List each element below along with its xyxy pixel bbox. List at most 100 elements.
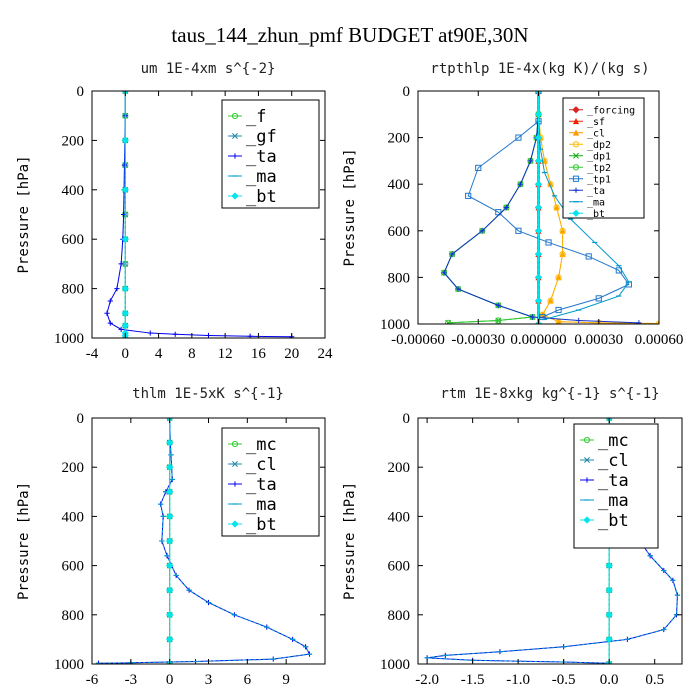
x-tick-label: 6 (244, 672, 252, 688)
legend-item: _bt (569, 209, 605, 220)
chart-um: um 1E-4xm s^{-2} -4 0 4 8 12 16 20 24 0 200 400 600 8… (16, 61, 333, 362)
data-point (166, 611, 174, 619)
data-point (121, 322, 129, 330)
data-point (605, 611, 613, 619)
legend-label: _ta (246, 475, 277, 495)
x-tick-label: 0.000000 (510, 332, 566, 348)
legend-box (221, 99, 320, 209)
x-tick-label: 0.00060 (635, 332, 684, 348)
y-tick-label: 800 (62, 282, 85, 298)
y-tick-label: 0 (403, 84, 411, 100)
figure-title: taus_144_zhun_pmf BUDGET at90E,30N (171, 23, 528, 47)
legend-item: _ta (228, 147, 277, 167)
data-point (559, 227, 566, 234)
legend-label: _f (246, 107, 266, 127)
data-point (605, 586, 613, 594)
legend-marker (572, 117, 580, 125)
data-point (475, 164, 482, 171)
data-point (118, 326, 124, 332)
data-point (534, 110, 543, 118)
legend-item: _ta (569, 186, 605, 197)
y-tick-label: 600 (62, 559, 85, 575)
legend-item: _dp1 (569, 151, 611, 162)
data-point (121, 162, 128, 168)
legend-label: _bt (587, 209, 605, 220)
data-point (121, 235, 129, 243)
x-tick-label: -2.0 (415, 672, 439, 688)
legend-label: _mc (246, 435, 277, 455)
data-point (118, 261, 124, 267)
data-point (559, 251, 566, 258)
chart-panels: um 1E-4xm s^{-2}-4 0 4 8 12 16 20 2402004006008… (16, 61, 683, 688)
y-axis-label: Pressure [hPa] (16, 155, 32, 273)
data-point (534, 203, 543, 212)
chart-title: thlm 1E-5xK s^{-1} (132, 386, 284, 402)
y-tick-label: 200 (388, 131, 411, 147)
legend-label: _cl (587, 128, 605, 139)
data-point (166, 463, 174, 471)
legend-label: _cl (246, 455, 277, 475)
legend-marker (584, 457, 590, 463)
legend-item: _tp1 (569, 174, 611, 185)
chart-rtpthlp: rtpthlp 1E-4x(kg K)/(kg s) -0.00060 -0.000… (342, 61, 683, 348)
x-tick-label: -0.00060 (391, 332, 445, 348)
legend-item: _ma (228, 167, 277, 187)
data-point (605, 561, 613, 570)
x-tick-label: 0.00030 (574, 332, 623, 348)
legend-marker (231, 112, 239, 120)
y-axis-label: Pressure [hPa] (342, 482, 358, 600)
legend-box (573, 423, 659, 549)
y-tick-label: 1000 (54, 331, 84, 347)
legend-item: _tp2 (569, 163, 611, 174)
data-point (529, 314, 536, 320)
data-point (534, 133, 543, 142)
data-point (121, 309, 129, 317)
data-point (517, 181, 524, 187)
data-point (534, 273, 543, 282)
data-point (455, 286, 461, 292)
data-point (166, 488, 174, 496)
legend-label: _dp1 (587, 151, 611, 162)
x-tick-label: -1.5 (461, 672, 485, 688)
series-line (443, 91, 639, 324)
data-point (445, 319, 452, 324)
legend-item: _cl (569, 128, 605, 139)
data-point (121, 186, 129, 194)
legend-marker (584, 477, 590, 483)
y-tick-label: 400 (388, 177, 411, 193)
legend-marker (583, 436, 591, 444)
legend-label: _sf (587, 117, 605, 128)
legend-label: _bt (246, 187, 277, 207)
y-tick-label: 600 (388, 224, 411, 240)
series-line (538, 91, 659, 324)
legend-marker (573, 152, 579, 159)
legend-item: _forcing (569, 105, 635, 116)
y-tick-label: 400 (62, 509, 85, 525)
legend: _mc_cl_ta_ma_bt (221, 427, 320, 537)
data-point (166, 438, 174, 447)
series-bt-thlm (166, 418, 174, 664)
x-tick-label: 4 (155, 346, 163, 362)
legend-label: _ta (587, 186, 605, 197)
x-tick-label: -0.5 (552, 672, 576, 688)
data-point (636, 320, 642, 324)
legend-item: _cl (580, 451, 629, 471)
legend: _f_gf_ta_ma_bt (221, 99, 320, 209)
y-tick-label: 200 (62, 133, 85, 149)
x-tick-label: -4 (86, 346, 99, 362)
legend-label: _gf (246, 127, 277, 147)
x-tick-label: 0.0 (600, 672, 619, 688)
legend-label: _tp2 (587, 163, 611, 174)
legend-label: _ma (246, 167, 277, 187)
legend-item: _dp2 (569, 140, 611, 151)
y-tick-label: 200 (62, 460, 85, 476)
legend-label: _ta (598, 471, 629, 491)
y-tick-label: 600 (62, 232, 85, 248)
legend-label: _ta (246, 147, 277, 167)
data-point (585, 253, 592, 260)
legend-item: _mc (228, 435, 277, 455)
data-point (495, 317, 502, 324)
y-tick-label: 600 (388, 559, 411, 575)
x-tick-label: -1.0 (506, 672, 530, 688)
